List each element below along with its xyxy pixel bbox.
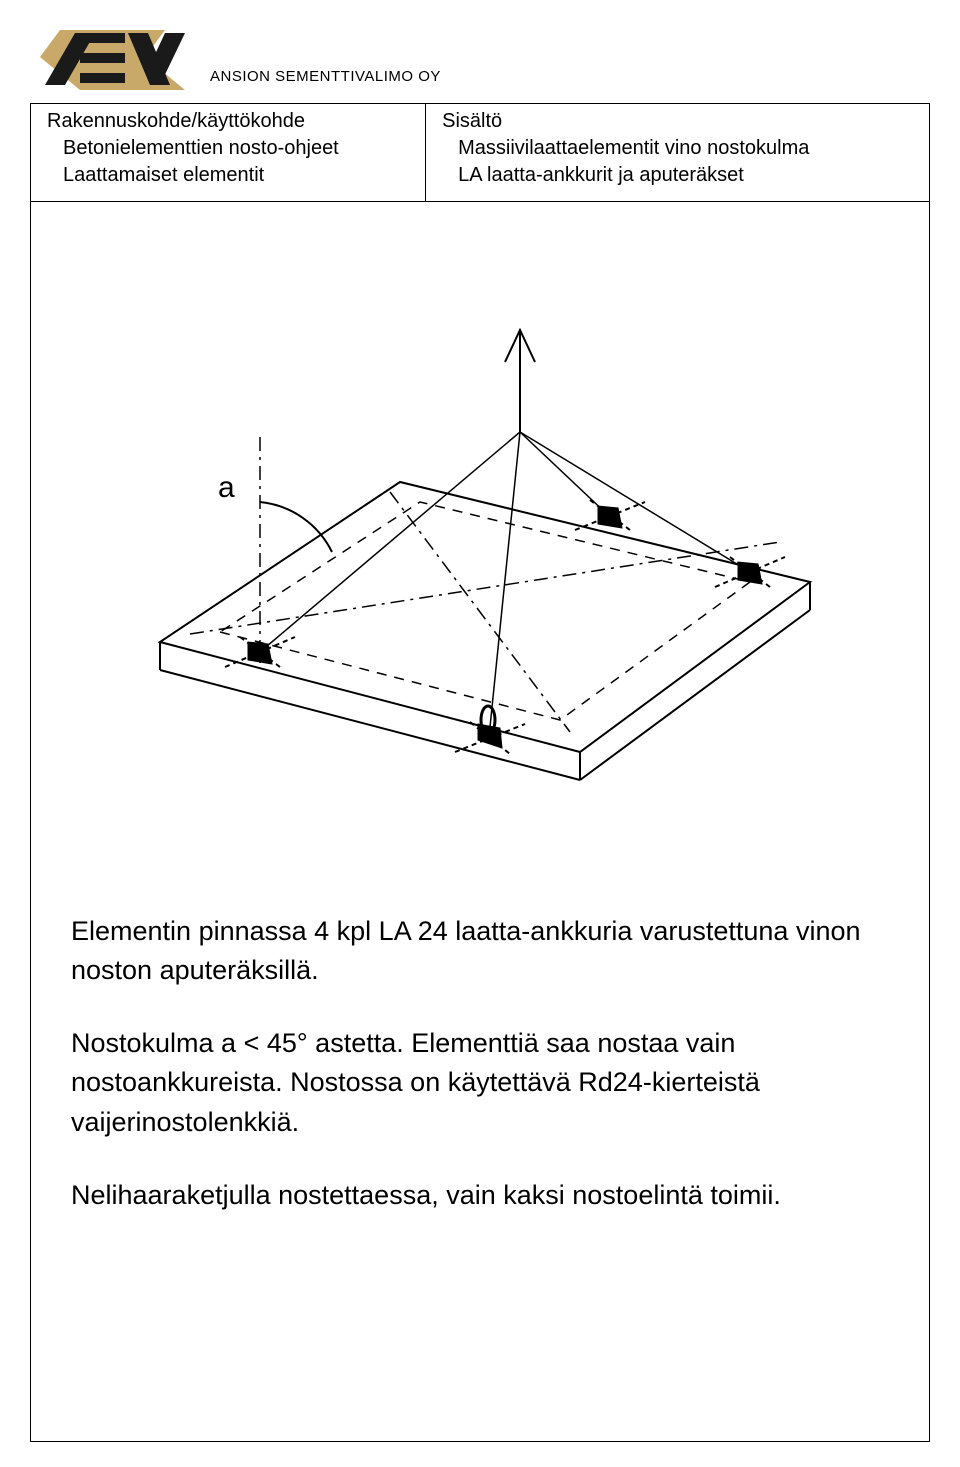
info-right-cell: Sisältö Massiivilaattaelementit vino nos… <box>426 104 929 201</box>
info-left-cell: Rakennuskohde/käyttökohde Betonielementt… <box>31 104 426 201</box>
alpha-label: a <box>218 471 235 504</box>
info-right-line1: Massiivilaattaelementit vino nostokulma <box>458 135 913 162</box>
info-left-line2: Laattamaiset elementit <box>63 162 409 189</box>
info-right-heading: Sisältö <box>442 110 913 133</box>
info-left-heading: Rakennuskohde/käyttökohde <box>47 110 409 133</box>
header: ANSION SEMENTTIVALIMO OY <box>30 25 930 95</box>
paragraph-2: Nostokulma a < 45° astetta. Elementtiä s… <box>71 1024 889 1141</box>
lifting-diagram: a <box>71 232 889 872</box>
company-name: ANSION SEMENTTIVALIMO OY <box>210 68 441 85</box>
paragraph-3: Nelihaaraketjulla nostettaessa, vain kak… <box>71 1176 889 1215</box>
info-left-line1: Betonielementtien nosto-ohjeet <box>63 135 409 162</box>
info-table: Rakennuskohde/käyttökohde Betonielementt… <box>30 103 930 202</box>
main-content: a <box>30 202 930 1442</box>
info-right-line2: LA laatta-ankkurit ja aputeräkset <box>458 162 913 189</box>
paragraph-1: Elementin pinnassa 4 kpl LA 24 laatta-an… <box>71 912 889 990</box>
company-logo-icon <box>30 25 190 95</box>
page: ANSION SEMENTTIVALIMO OY Rakennuskohde/k… <box>0 0 960 1467</box>
